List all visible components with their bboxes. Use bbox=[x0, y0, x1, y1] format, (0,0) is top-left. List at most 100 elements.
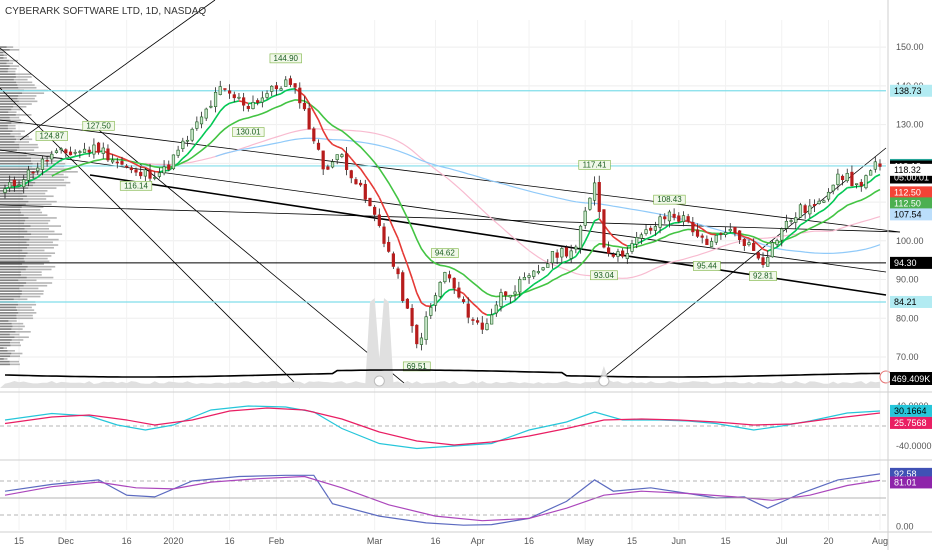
annotation-label: 127.50 bbox=[86, 121, 111, 130]
candle-body bbox=[747, 242, 751, 246]
volume-profile-bar bbox=[0, 276, 27, 279]
candle-body bbox=[602, 209, 606, 248]
volume-profile-bar bbox=[0, 86, 19, 89]
volume-label: 469.409K bbox=[892, 374, 931, 384]
ema-8-segment bbox=[439, 292, 446, 300]
candle-body bbox=[171, 154, 176, 170]
annotation-box bbox=[269, 53, 302, 64]
candle-body bbox=[410, 308, 414, 327]
candle-body bbox=[82, 148, 87, 153]
ema-8-segment bbox=[612, 236, 619, 241]
candle-body bbox=[761, 257, 765, 265]
volume-profile-bar bbox=[0, 135, 15, 138]
candle-body bbox=[396, 268, 400, 275]
candle-body bbox=[840, 175, 845, 181]
annotation-label: 95.44 bbox=[697, 261, 718, 270]
candle-body bbox=[106, 148, 110, 161]
y-tick-label: 90.00 bbox=[896, 275, 919, 285]
candle-body bbox=[143, 169, 147, 177]
price-label-box bbox=[890, 295, 932, 308]
candle-body bbox=[630, 243, 634, 252]
candle-body bbox=[78, 151, 82, 153]
volume-profile-bar bbox=[0, 179, 33, 181]
candle-body bbox=[705, 238, 709, 246]
ema-8-segment bbox=[519, 291, 525, 297]
candle-body bbox=[733, 227, 737, 233]
candle-body bbox=[307, 108, 311, 130]
volume-profile-bar bbox=[0, 333, 10, 336]
ema-8-segment bbox=[697, 225, 703, 230]
ema-8-segment bbox=[669, 222, 675, 226]
ema-8-segment bbox=[537, 277, 544, 283]
ema-8-segment bbox=[313, 111, 320, 121]
volume-profile-bar bbox=[0, 295, 21, 298]
y-tick-label: 80.00 bbox=[896, 313, 919, 323]
candle-body bbox=[12, 179, 16, 187]
candle-body bbox=[850, 171, 854, 187]
ema-8-segment bbox=[552, 266, 558, 271]
volume-profile-bar bbox=[0, 130, 13, 132]
candle-body bbox=[391, 253, 395, 267]
candle-body bbox=[485, 323, 489, 331]
candle-body bbox=[167, 164, 171, 170]
ema-8-segment bbox=[406, 264, 413, 279]
volume-profile-bar bbox=[0, 184, 33, 187]
ema-8-segment bbox=[117, 155, 123, 159]
volume-profile-bar bbox=[0, 336, 15, 339]
volume-profile-bar bbox=[0, 271, 21, 273]
ema-8-segment bbox=[823, 205, 830, 211]
candle-body bbox=[321, 150, 325, 170]
candle-body bbox=[766, 257, 770, 267]
x-tick-label: Jun bbox=[672, 536, 687, 546]
volume-profile-bar bbox=[0, 111, 9, 113]
candle-body bbox=[349, 170, 353, 179]
candle-body bbox=[855, 183, 859, 185]
candle-body bbox=[513, 291, 517, 295]
x-tick-label: Mar bbox=[367, 536, 383, 546]
volume-profile-bar bbox=[0, 249, 23, 252]
candle-body bbox=[494, 304, 498, 314]
candle-body bbox=[246, 105, 250, 109]
volume-profile-bar bbox=[0, 78, 14, 81]
candle-body bbox=[260, 97, 264, 103]
volume-profile-bar bbox=[0, 331, 16, 333]
candle-body bbox=[550, 251, 555, 263]
ema-8-segment bbox=[51, 162, 57, 168]
volume-profile-bar bbox=[0, 173, 32, 176]
volume-profile-bar bbox=[0, 293, 22, 295]
candle-body bbox=[564, 247, 569, 257]
candle-body bbox=[700, 235, 704, 238]
candle-body bbox=[639, 234, 643, 239]
ema-8-segment bbox=[462, 292, 469, 300]
volume-profile-bar bbox=[0, 341, 10, 344]
candle-body bbox=[326, 166, 330, 170]
candle-body bbox=[139, 171, 143, 177]
volume-profile-bar bbox=[0, 54, 4, 57]
ema-8-segment bbox=[32, 176, 39, 181]
candle-body bbox=[213, 92, 218, 107]
candle-body bbox=[415, 324, 419, 345]
ema-8-segment bbox=[785, 233, 792, 239]
ema-8-segment bbox=[762, 248, 768, 252]
ema-8-segment bbox=[378, 197, 385, 209]
ema-8-segment bbox=[584, 231, 591, 242]
annotation-box bbox=[431, 248, 459, 258]
ema-8-segment bbox=[640, 238, 647, 243]
ema-8-segment bbox=[481, 311, 488, 316]
candle-body bbox=[59, 148, 63, 151]
annotation-box bbox=[232, 127, 265, 137]
candle-body bbox=[96, 142, 101, 153]
ema-8-segment bbox=[397, 238, 404, 253]
ema-8-segment bbox=[191, 142, 198, 150]
candle-body bbox=[625, 253, 629, 259]
volume-profile-bar bbox=[0, 49, 10, 51]
candle-body bbox=[176, 149, 180, 156]
ema-8-segment bbox=[210, 117, 217, 126]
candle-body bbox=[340, 154, 344, 157]
ema-8-segment bbox=[135, 163, 142, 168]
volume-profile-bar bbox=[0, 244, 30, 246]
candle-body bbox=[695, 229, 700, 237]
candle-body bbox=[111, 159, 115, 163]
